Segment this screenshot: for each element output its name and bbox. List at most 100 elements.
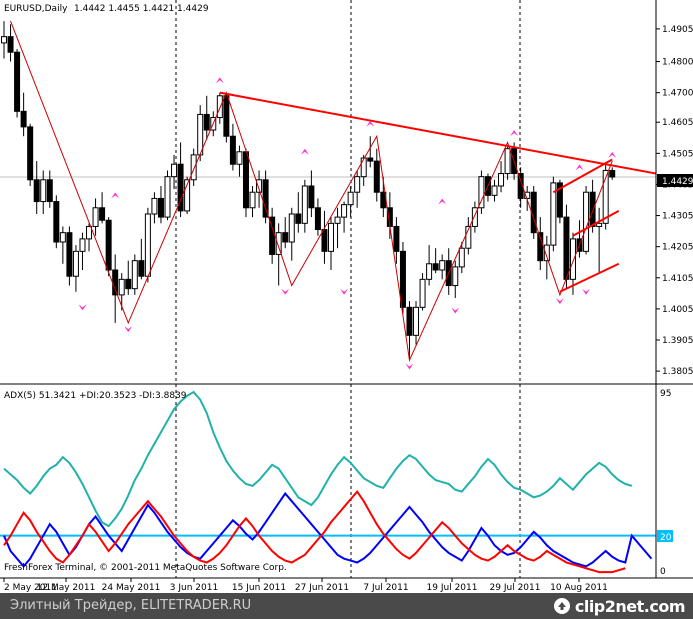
bull-candle — [550, 182, 557, 246]
fractal-up-arrow — [215, 77, 224, 84]
price-axis-label: 1.4700 — [662, 89, 693, 99]
price-axis-label: 1.4800 — [662, 58, 693, 68]
bear-candle — [27, 126, 34, 181]
fractal-down-arrow — [281, 288, 290, 295]
bull-candle — [288, 213, 295, 243]
bear-candle — [262, 179, 269, 218]
bull-candle — [504, 148, 511, 175]
bull-candle — [164, 176, 171, 218]
clip2net-brand-text: clip2net.com — [574, 596, 686, 616]
bear-candle — [308, 185, 315, 209]
price-axis-label: 1.4605 — [662, 118, 693, 128]
bull-candle — [216, 95, 223, 119]
bull-candle — [184, 179, 191, 212]
adx-axis-top: 95 — [660, 389, 671, 399]
bear-candle — [157, 197, 164, 218]
bear-candle — [556, 182, 563, 218]
minus-di-line — [3, 489, 626, 574]
date-axis-label: 27 Jun 2011 — [295, 583, 349, 593]
bull-candle — [478, 176, 485, 209]
price-axis-label: 1.4505 — [662, 149, 693, 159]
bull-candle — [439, 260, 446, 271]
footer-caption: Элитный Трейдер, ELITETRADER.RU — [10, 598, 252, 613]
bull-candle — [413, 306, 420, 336]
bull-candle — [602, 169, 609, 224]
clip2net-logo-icon — [553, 598, 570, 614]
bear-candle — [105, 219, 112, 271]
adx-indicator-pane[interactable] — [0, 390, 656, 574]
fractal-down-arrow — [582, 288, 591, 295]
bull-candle — [419, 278, 426, 308]
bear-candle — [314, 207, 321, 231]
adx-axis-level: 20 — [660, 533, 672, 543]
bear-candle — [399, 250, 406, 308]
price-axis-label: 1.4205 — [662, 243, 693, 253]
fractal-down-arrow — [78, 304, 87, 311]
footer-bar: Элитный Трейдер, ELITETRADER.RU clip2net… — [0, 593, 693, 619]
bull-candle — [583, 191, 590, 252]
bull-candle — [59, 232, 66, 243]
bull-candle — [1, 36, 7, 44]
plus-di-line — [3, 491, 653, 568]
fractal-up-arrow — [366, 120, 375, 127]
bear-candle — [125, 278, 132, 290]
bear-candle — [242, 151, 249, 209]
trendline-0 — [219, 91, 657, 175]
bear-candle — [112, 269, 119, 296]
bull-candle — [249, 191, 256, 209]
bull-candle — [92, 207, 99, 227]
bear-candle — [295, 213, 302, 224]
bull-candle — [79, 238, 86, 252]
bear-candle — [432, 263, 439, 271]
bull-candle — [151, 197, 158, 215]
bear-candle — [14, 51, 21, 112]
trendline-2 — [559, 262, 620, 293]
date-axis-label: 10 Aug 2011 — [550, 583, 608, 593]
adx-line — [3, 390, 633, 528]
date-axis-label: 24 May 2011 — [102, 583, 161, 593]
bear-candle — [609, 169, 616, 178]
date-axis-label: 12 May 2011 — [37, 583, 96, 593]
bull-candle — [347, 191, 354, 206]
bull-candle — [569, 238, 576, 280]
bull-candle — [301, 185, 308, 224]
bear-candle — [589, 191, 596, 227]
zigzag-line — [10, 20, 613, 362]
trendline-1 — [552, 158, 613, 194]
bull-candle — [596, 222, 603, 227]
bull-candle — [334, 216, 341, 224]
bull-candle — [72, 250, 79, 277]
bull-candle — [275, 232, 282, 255]
date-axis-label: 29 Jul 2011 — [490, 583, 541, 593]
bear-candle — [321, 229, 328, 252]
bear-candle — [177, 163, 184, 212]
adx-axis-bottom: 0 — [660, 567, 666, 577]
bear-candle — [53, 201, 60, 243]
clip2net-brand[interactable]: clip2net.com — [553, 595, 686, 617]
bull-candle — [256, 179, 263, 193]
current-price-value: 1.4429 — [662, 177, 693, 187]
bear-candle — [20, 110, 27, 128]
fractal-up-arrow — [575, 164, 584, 171]
price-axis-label: 1.4005 — [662, 305, 693, 315]
bull-candle — [40, 179, 47, 203]
bear-candle — [99, 207, 106, 221]
bull-candle — [543, 244, 550, 262]
date-axis-label: 19 Jul 2011 — [427, 583, 478, 593]
bear-candle — [33, 179, 40, 203]
price-pane[interactable] — [0, 0, 657, 578]
bear-candle — [66, 232, 73, 277]
bull-candle — [452, 266, 459, 287]
copyright-label: FreshForex Terminal, © 2001-2011 MetaQuo… — [4, 563, 287, 573]
bear-candle — [138, 260, 145, 277]
bear-candle — [203, 113, 210, 131]
date-axis-label: 2 May 2011 — [4, 583, 57, 593]
price-axis-label: 1.4905 — [662, 25, 693, 35]
fractal-down-arrow — [124, 326, 133, 333]
bull-candle — [341, 204, 348, 218]
price-axis-label: 1.4105 — [662, 274, 693, 284]
fractal-down-arrow — [340, 288, 349, 295]
bear-candle — [406, 306, 413, 336]
bull-candle — [236, 151, 243, 165]
